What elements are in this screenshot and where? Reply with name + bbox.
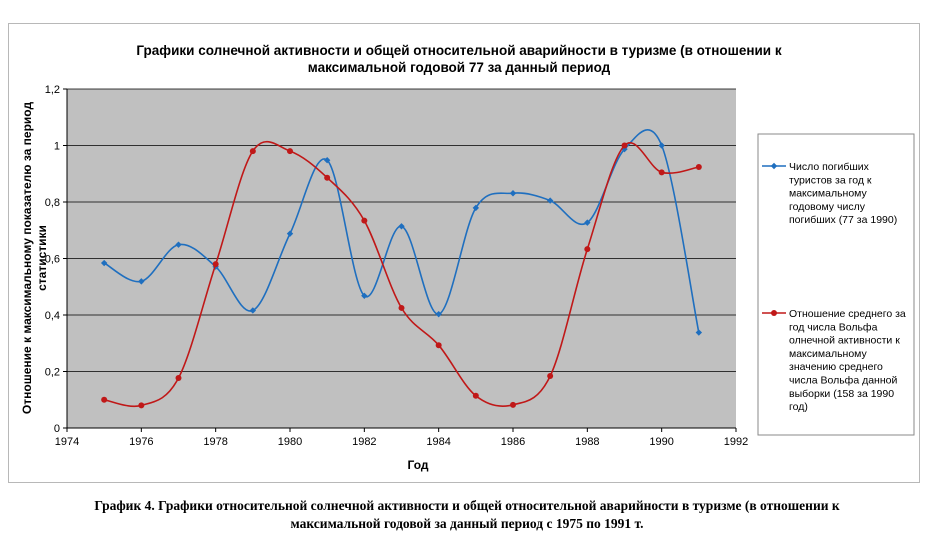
legend-label-line: год числа Вольфа [789, 321, 878, 333]
legend-label-line: погибших (77 за 1990) [789, 214, 897, 226]
y-tick-label: 0 [54, 423, 60, 435]
caption-line-1: График 4. Графики относительной солнечно… [94, 498, 840, 513]
data-point [101, 396, 108, 403]
x-tick-label: 1990 [649, 436, 673, 448]
data-point [547, 373, 554, 380]
x-tick-label: 1986 [501, 436, 525, 448]
legend-label-line: максимальному [789, 348, 868, 360]
data-point [361, 217, 368, 224]
legend-label-line: значению среднего [789, 361, 883, 373]
y-axis-label-line-2: статистики [35, 225, 49, 291]
data-point [510, 401, 516, 408]
x-tick-label: 1978 [203, 436, 227, 448]
chart-title-line-2: максимальной годовой 77 за данный период [308, 60, 611, 75]
data-point [398, 223, 405, 230]
y-tick-label: 0,6 [45, 254, 60, 266]
data-point [435, 310, 442, 318]
chart-frame: Графики солнечной активности и общей отн… [8, 23, 920, 483]
data-point [100, 259, 108, 267]
data-point [361, 292, 368, 299]
data-point [584, 246, 591, 253]
y-axis-label: Отношение к максимальному показателю за … [20, 102, 49, 415]
data-point [287, 148, 293, 155]
data-point [695, 329, 703, 336]
chart-title-line-1: Графики солнечной активности и общей отн… [136, 43, 781, 58]
caption-line-2: максимальной годовой за данный период с … [290, 516, 644, 531]
data-point [472, 392, 479, 399]
x-axis-label: Год [408, 458, 429, 472]
legend-label-line: туристов за год к [789, 174, 872, 186]
x-tick-label: 1984 [426, 436, 450, 448]
y-tick-label: 1 [54, 141, 60, 153]
series-lines [100, 129, 703, 409]
data-point [323, 156, 331, 164]
figure-caption: График 4. Графики относительной солнечно… [0, 497, 934, 533]
data-point [509, 190, 517, 197]
data-point [249, 148, 256, 155]
data-point [621, 142, 628, 149]
data-point [435, 342, 442, 349]
legend-swatch-marker [770, 162, 778, 170]
y-tick-label: 0,2 [45, 367, 60, 379]
data-point [695, 163, 702, 170]
legend-label-line: числа Вольфа данной [789, 375, 897, 387]
data-point [324, 174, 331, 181]
x-tick-label: 1974 [55, 436, 79, 448]
data-point [138, 402, 145, 409]
legend-label-line: годовому числу [789, 201, 866, 213]
y-tick-label: 0,8 [45, 197, 60, 209]
y-tick-label: 0,4 [45, 310, 60, 322]
data-point [584, 219, 591, 226]
gridlines [67, 88, 736, 372]
x-tick-label: 1980 [278, 436, 302, 448]
legend-label-line: максимальному [789, 188, 868, 200]
chart-svg: Графики солнечной активности и общей отн… [20, 43, 915, 472]
x-tick-label: 1992 [724, 436, 748, 448]
y-tick-label: 1,2 [45, 84, 60, 96]
legend-label-line: олнечной активности к [789, 335, 900, 347]
data-point [138, 278, 145, 285]
legend-label-line: Число погибших [789, 161, 870, 173]
data-point [398, 304, 405, 311]
data-point [546, 197, 554, 204]
data-point [212, 261, 219, 268]
x-tick-label: 1988 [575, 436, 599, 448]
legend-swatch-marker [771, 310, 777, 316]
data-point [249, 307, 257, 314]
legend-label-line: выборки (158 за 1990 [789, 388, 894, 400]
x-tick-label: 1982 [352, 436, 376, 448]
y-axis-label-line-1: Отношение к максимальному показателю за … [20, 102, 34, 415]
legend-box [757, 133, 915, 436]
axes [63, 88, 737, 432]
x-tick-label: 1976 [129, 436, 153, 448]
legend-label-line: год) [789, 401, 808, 413]
data-point [658, 169, 665, 176]
data-point [472, 204, 480, 212]
data-point [286, 230, 294, 237]
data-point [175, 241, 182, 248]
data-point [175, 374, 182, 381]
legend-label-line: Отношение среднего за [789, 308, 906, 320]
tick-labels: 0 0,2 0,4 0,6 0,8 1 1,2 1974 1976 1978 1980 1982 198… [45, 84, 749, 448]
series-2 [101, 140, 702, 409]
